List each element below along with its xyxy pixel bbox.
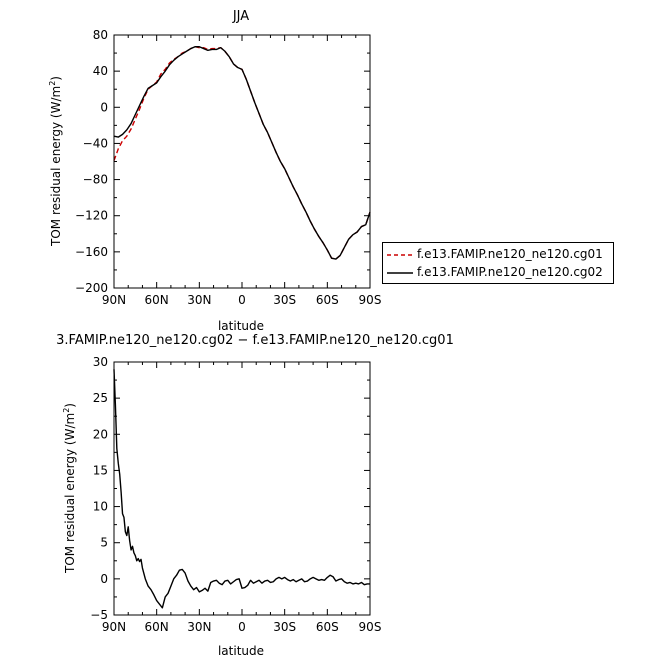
top-x-tick-label: 30S [273,293,296,307]
bottom-y-axis-label: TOM residual energy (W/m2) [62,403,77,574]
top-x-tick-label: 90S [359,293,382,307]
bottom-y-tick-label: −5 [90,608,108,622]
bottom-x-tick-label: 0 [238,620,246,634]
top-y-tick-label: −80 [83,173,108,187]
bottom-x-tick-label: 60S [316,620,339,634]
top-y-tick-label: −120 [75,209,108,223]
top-y-tick-label: 0 [100,100,108,114]
top-y-tick-label: 40 [93,64,108,78]
bottom-x-tick-label: 90S [359,620,382,634]
bottom-plot-frame [113,361,371,616]
bottom-y-tick-label: 0 [100,572,108,586]
top-axes: 90N 60N 30N 0 30S 60S 90S 80 40 0 −40 −80 −120 −160 −2… [75,28,381,307]
bottom-x-tick-label: 30N [187,620,211,634]
top-chart-title: JJA [232,9,249,24]
top-x-tick-label: 30N [187,293,211,307]
bottom-y-tick-label: 20 [93,427,108,441]
bottom-y-tick-label: 5 [100,536,108,550]
top-x-tick-label: 0 [238,293,246,307]
legend-item-cg01: f.e13.FAMIP.ne120_ne120.cg01 [387,246,603,262]
bottom-y-tick-label: 15 [93,463,108,477]
bottom-panel: 3.FAMIP.ne120_ne120.cg02 − f.e13.FAMIP.n… [56,333,454,658]
top-series-group [113,46,371,260]
top-series-line-0 [113,46,371,260]
legend-item-cg02: f.e13.FAMIP.ne120_ne120.cg02 [387,264,603,280]
bottom-y-tick-label: 10 [93,500,108,514]
bottom-x-tick-label: 90N [102,620,126,634]
top-x-tick-label: 60N [145,293,169,307]
bottom-series-group [113,369,370,609]
top-plot-frame [113,34,371,289]
top-y-tick-label: 80 [93,28,108,42]
bottom-axes: 90N 60N 30N 0 30S 60S 90S 30 25 20 15 10 5 0 −5 [90,355,381,634]
bottom-x-tick-label: 60N [145,620,169,634]
bottom-series-line-0 [113,369,370,609]
bottom-y-tick-label: 30 [93,355,108,369]
top-series-line-1 [113,46,371,260]
top-y-axis-label: TOM residual energy (W/m2) [48,76,63,247]
bottom-x-tick-label: 30S [273,620,296,634]
bottom-chart-title: 3.FAMIP.ne120_ne120.cg02 − f.e13.FAMIP.n… [56,333,454,348]
top-x-tick-label: 60S [316,293,339,307]
top-y-tick-label: −160 [75,245,108,259]
bottom-x-axis-label: latitude [218,644,264,658]
legend-label-cg01: f.e13.FAMIP.ne120_ne120.cg01 [417,247,603,261]
top-x-axis-label: latitude [218,319,264,333]
legend-swatch-cg02 [387,271,413,274]
legend: f.e13.FAMIP.ne120_ne120.cg01 f.e13.FAMIP… [382,242,614,284]
legend-label-cg02: f.e13.FAMIP.ne120_ne120.cg02 [417,265,603,279]
top-panel: JJA 90N 60N 30N 0 30S 60S 90S 80 40 0 −40 −80 −120 −1… [48,9,381,333]
top-y-tick-label: −40 [83,136,108,150]
bottom-y-tick-label: 25 [93,391,108,405]
top-y-tick-label: −200 [75,281,108,295]
top-x-tick-label: 90N [102,293,126,307]
legend-swatch-cg01 [387,253,413,256]
